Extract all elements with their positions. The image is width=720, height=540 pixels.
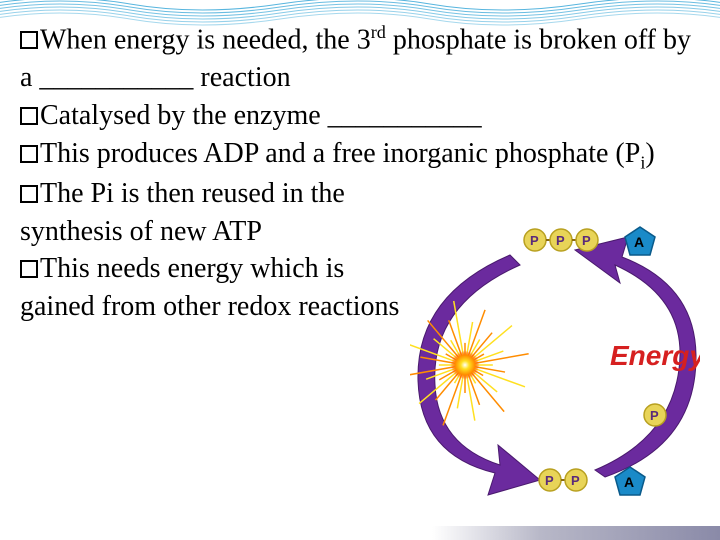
bullet-box-icon [20, 145, 38, 163]
svg-text:A: A [634, 234, 644, 250]
bottom-accent-bar [0, 526, 720, 540]
svg-text:P: P [545, 473, 554, 488]
atp-cycle-diagram: Energy P P P A P P A P [410, 205, 700, 505]
atp-molecule: PPP A [524, 227, 655, 255]
bullet-1: When energy is needed, the 3rd phosphate… [20, 20, 700, 97]
bullet-box-icon [20, 107, 38, 125]
svg-text:P: P [582, 233, 591, 248]
svg-text:P: P [530, 233, 539, 248]
bullet-3: This produces ADP and a free inorganic p… [20, 135, 700, 175]
adp-molecule: PP A [539, 467, 645, 495]
energy-label: Energy [610, 340, 700, 371]
bullet-box-icon [20, 31, 38, 49]
free-phosphate: P [644, 404, 666, 426]
bullet-5: This needs energy which is gained from o… [20, 250, 420, 326]
svg-text:P: P [556, 233, 565, 248]
svg-text:P: P [650, 408, 659, 423]
bullet-box-icon [20, 260, 38, 278]
bullet-2: Catalysed by the enzyme ___________ [20, 97, 700, 135]
svg-text:A: A [624, 474, 634, 490]
bullet-4: The Pi is then reused in the synthesis o… [20, 175, 420, 251]
bullet-box-icon [20, 185, 38, 203]
svg-text:P: P [571, 473, 580, 488]
